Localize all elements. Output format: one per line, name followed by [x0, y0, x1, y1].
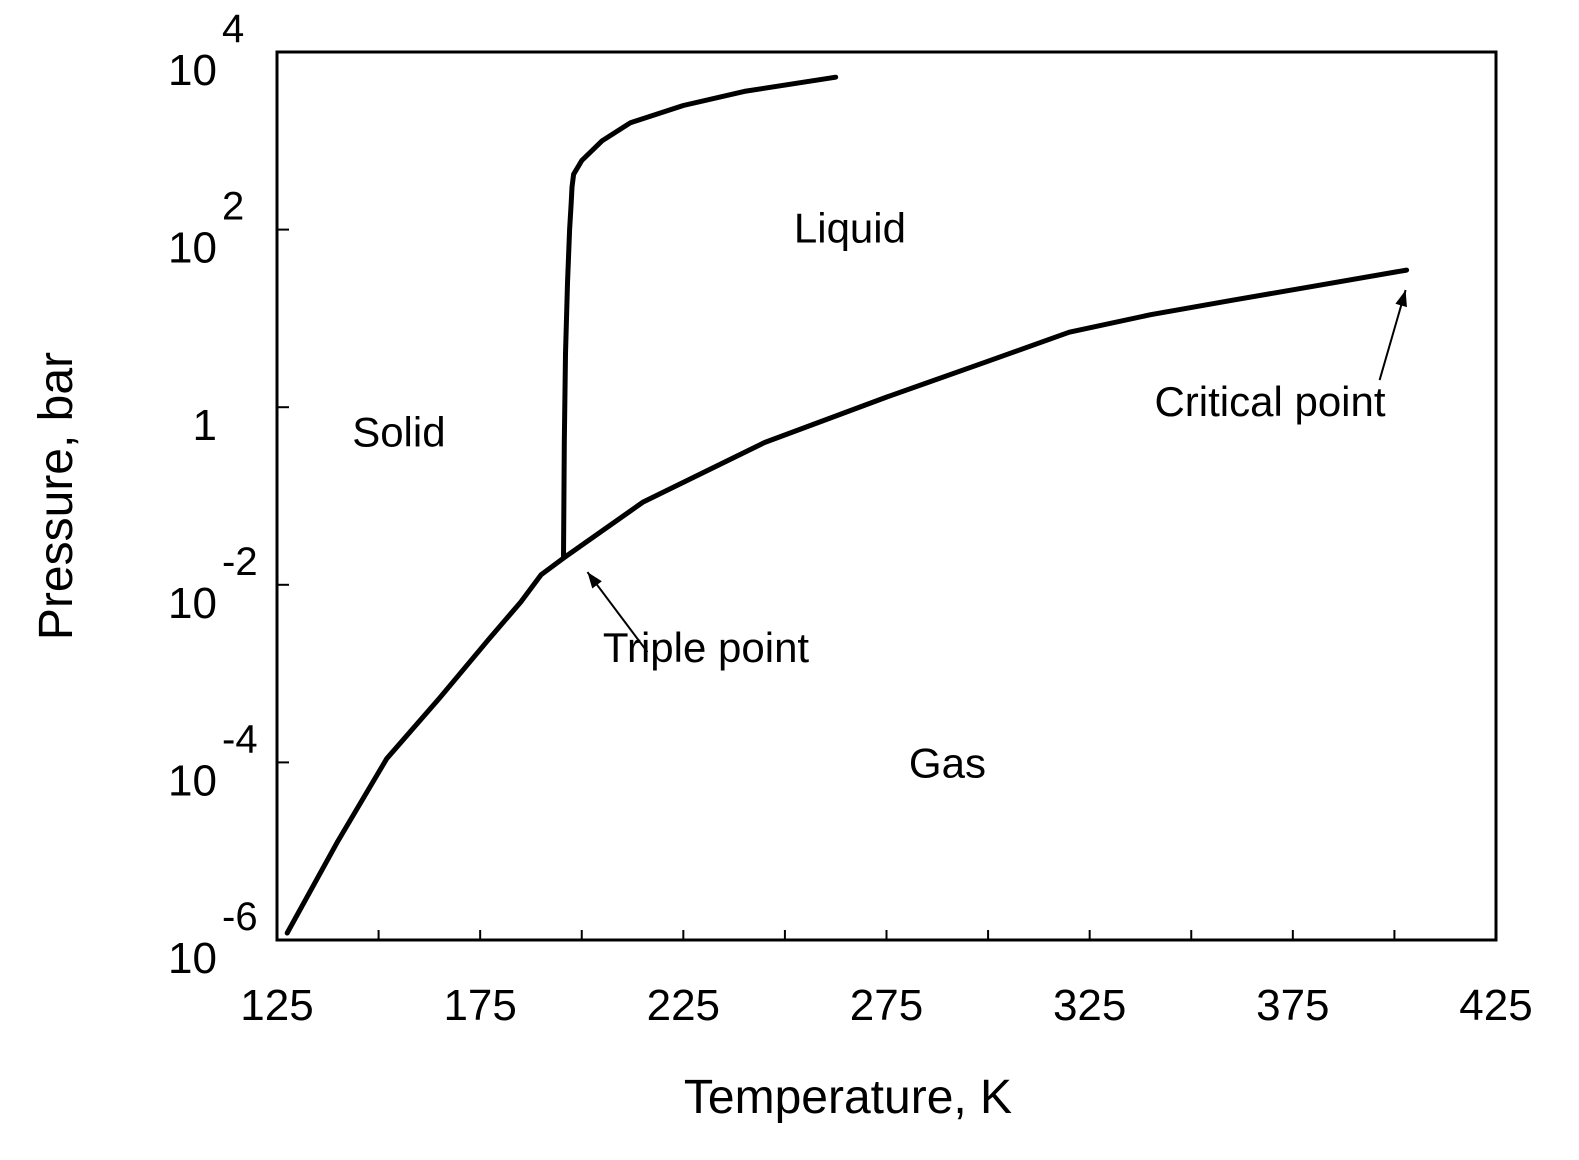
- x-tick-label: 425: [1459, 981, 1532, 1030]
- critical-point-arrow-head: [1395, 290, 1407, 308]
- y-tick-exponent: 2: [222, 185, 244, 229]
- region-label-gas: Gas: [909, 739, 986, 786]
- x-tick-label: 275: [850, 981, 923, 1030]
- annotation-layer: Triple point Critical point: [586, 289, 1407, 671]
- region-label-liquid: Liquid: [794, 205, 906, 252]
- x-tick-label: 325: [1053, 981, 1126, 1030]
- x-ticks: 125 175 225 275 325 375 425: [240, 930, 1533, 1030]
- y-tick-exponent: 4: [222, 7, 244, 51]
- x-tick-label: 225: [647, 981, 720, 1030]
- y-tick-label: 1: [193, 401, 217, 450]
- series-layer: [284, 74, 1410, 936]
- y-tick-exponent: -4: [222, 717, 258, 761]
- region-label-solid: Solid: [352, 409, 445, 456]
- y-tick-label: 10: [168, 756, 217, 805]
- x-tick-label: 375: [1256, 981, 1329, 1030]
- vaporization-curve: [561, 267, 1410, 561]
- critical-point-label: Critical point: [1154, 378, 1385, 425]
- y-tick-label: 10: [168, 579, 217, 628]
- x-tick-label: 175: [443, 981, 516, 1030]
- x-axis-label: Temperature, K: [684, 1071, 1012, 1124]
- triple-point-label: Triple point: [603, 624, 810, 671]
- y-tick-label: 10: [168, 934, 217, 983]
- region-layer: Solid Liquid Gas: [352, 205, 986, 787]
- plot-frame: [275, 50, 1498, 942]
- y-tick-label: 10: [168, 46, 217, 95]
- triple-point-arrow-head: [587, 572, 602, 589]
- melting-curve: [561, 74, 839, 561]
- sublimation-curve: [284, 555, 566, 936]
- y-axis-label: Pressure, bar: [30, 352, 83, 640]
- triple-point-arrow: [586, 571, 649, 653]
- x-tick-label: 125: [240, 981, 313, 1030]
- y-tick-label: 10: [168, 224, 217, 273]
- y-tick-exponent: -6: [222, 895, 258, 939]
- y-tick-exponent: -2: [222, 540, 258, 584]
